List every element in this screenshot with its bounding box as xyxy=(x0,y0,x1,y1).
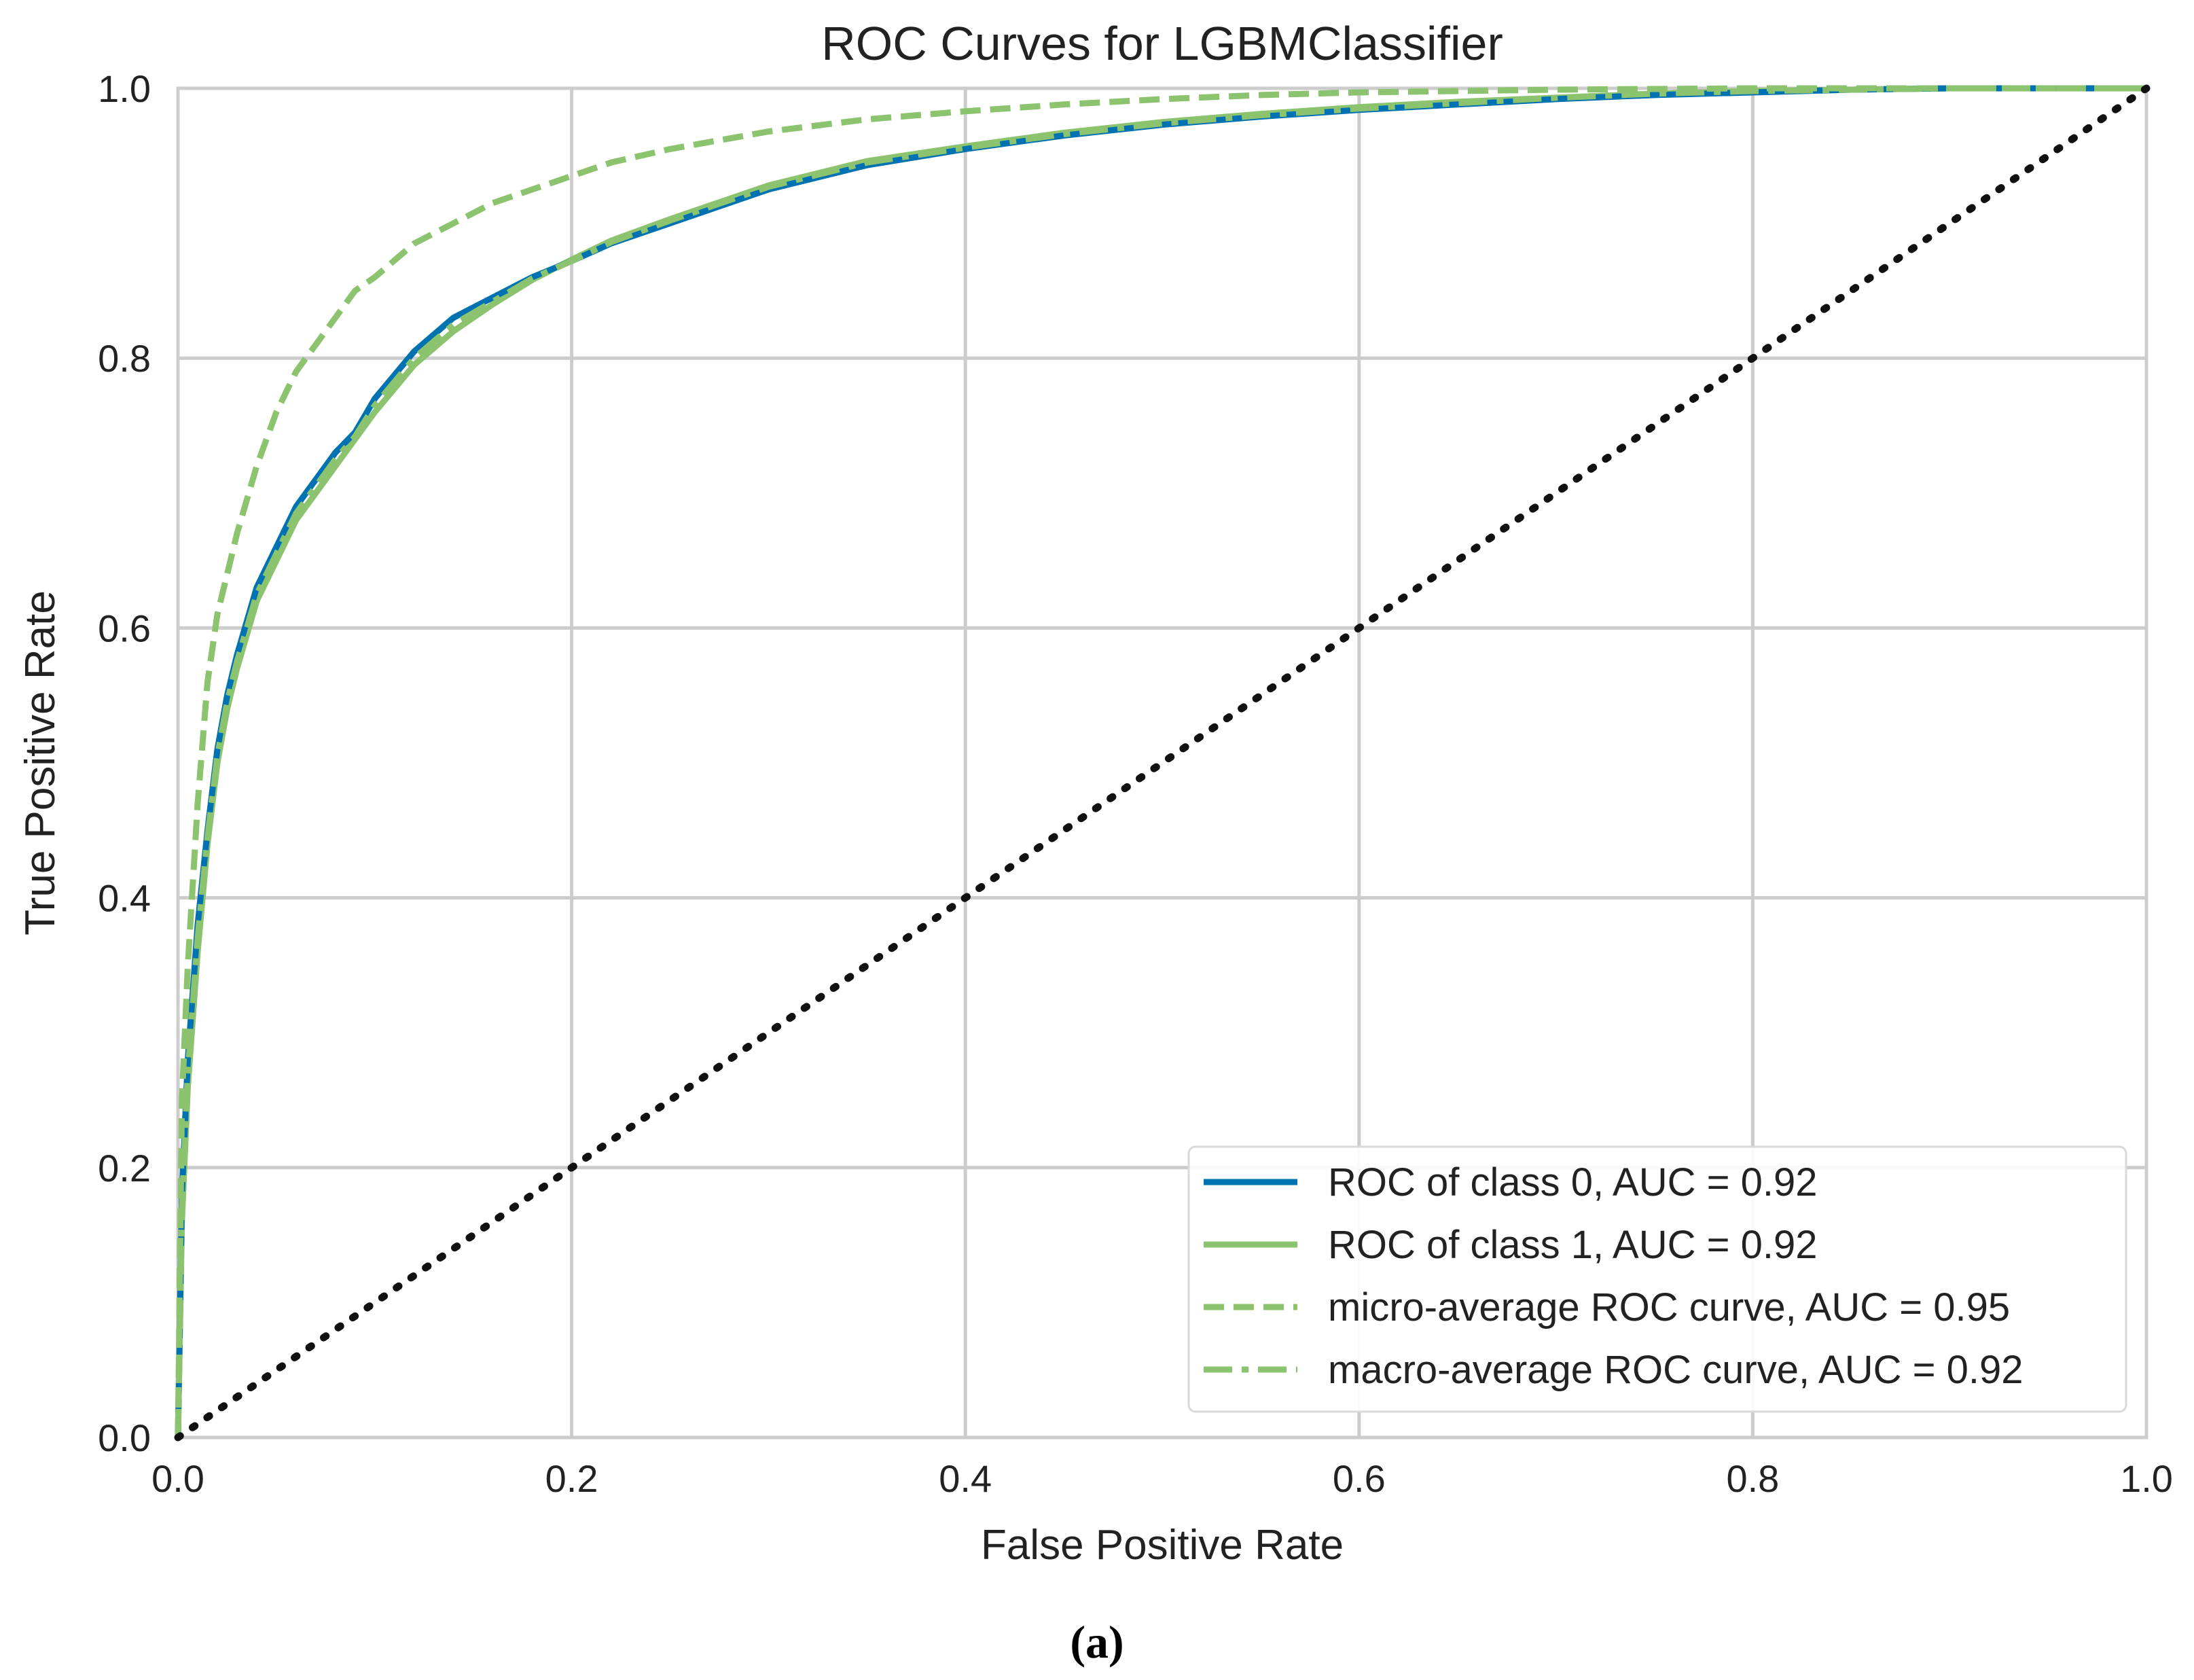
y-tick-label: 0.6 xyxy=(98,607,151,649)
micro-average-roc-line xyxy=(175,85,2146,1438)
legend-label-class-1: ROC of class 1, AUC = 0.92 xyxy=(1328,1223,1817,1267)
y-tick-label: 0.8 xyxy=(98,337,151,380)
y-tick-labels: 0.0 0.2 0.4 0.6 0.8 1.0 xyxy=(98,67,151,1459)
legend-label-class-0: ROC of class 0, AUC = 0.92 xyxy=(1328,1160,1817,1204)
x-tick-label: 0.6 xyxy=(1333,1457,1386,1500)
x-tick-label: 0.0 xyxy=(151,1457,204,1500)
y-tick-label: 0.2 xyxy=(98,1147,151,1190)
macro-average-roc-line xyxy=(175,85,2146,1438)
y-tick-label: 0.0 xyxy=(98,1416,151,1459)
y-axis-label: True Positive Rate xyxy=(17,590,64,935)
legend-label-micro-average: micro-average ROC curve, AUC = 0.95 xyxy=(1328,1285,2010,1329)
chart-title: ROC Curves for LGBMClassifier xyxy=(821,17,1503,70)
plot-frame xyxy=(176,86,2148,1440)
legend-frame xyxy=(1187,1145,2127,1413)
x-tick-label: 0.4 xyxy=(939,1457,992,1500)
x-tick-label: 0.8 xyxy=(1726,1457,1779,1500)
y-tick-label: 0.4 xyxy=(98,877,151,920)
legend: ROC of class 0, AUC = 0.92 ROC of class … xyxy=(1187,1145,2127,1413)
x-tick-label: 0.2 xyxy=(545,1457,598,1500)
figure-caption: (a) xyxy=(1070,1616,1123,1668)
y-tick-label: 1.0 xyxy=(98,67,151,110)
legend-label-macro-average: macro-average ROC curve, AUC = 0.92 xyxy=(1328,1348,2023,1392)
x-tick-labels: 0.0 0.2 0.4 0.6 0.8 1.0 xyxy=(151,1457,2173,1500)
series-layer xyxy=(174,84,2151,1442)
x-tick-label: 1.0 xyxy=(2120,1457,2173,1500)
x-axis-label: False Positive Rate xyxy=(981,1522,1344,1569)
